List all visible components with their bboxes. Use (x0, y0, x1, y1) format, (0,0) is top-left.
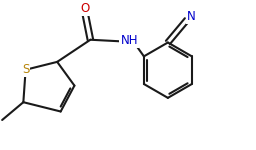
Text: NH: NH (120, 34, 138, 47)
Text: O: O (80, 2, 90, 15)
Text: S: S (22, 63, 29, 76)
Text: N: N (187, 10, 196, 23)
